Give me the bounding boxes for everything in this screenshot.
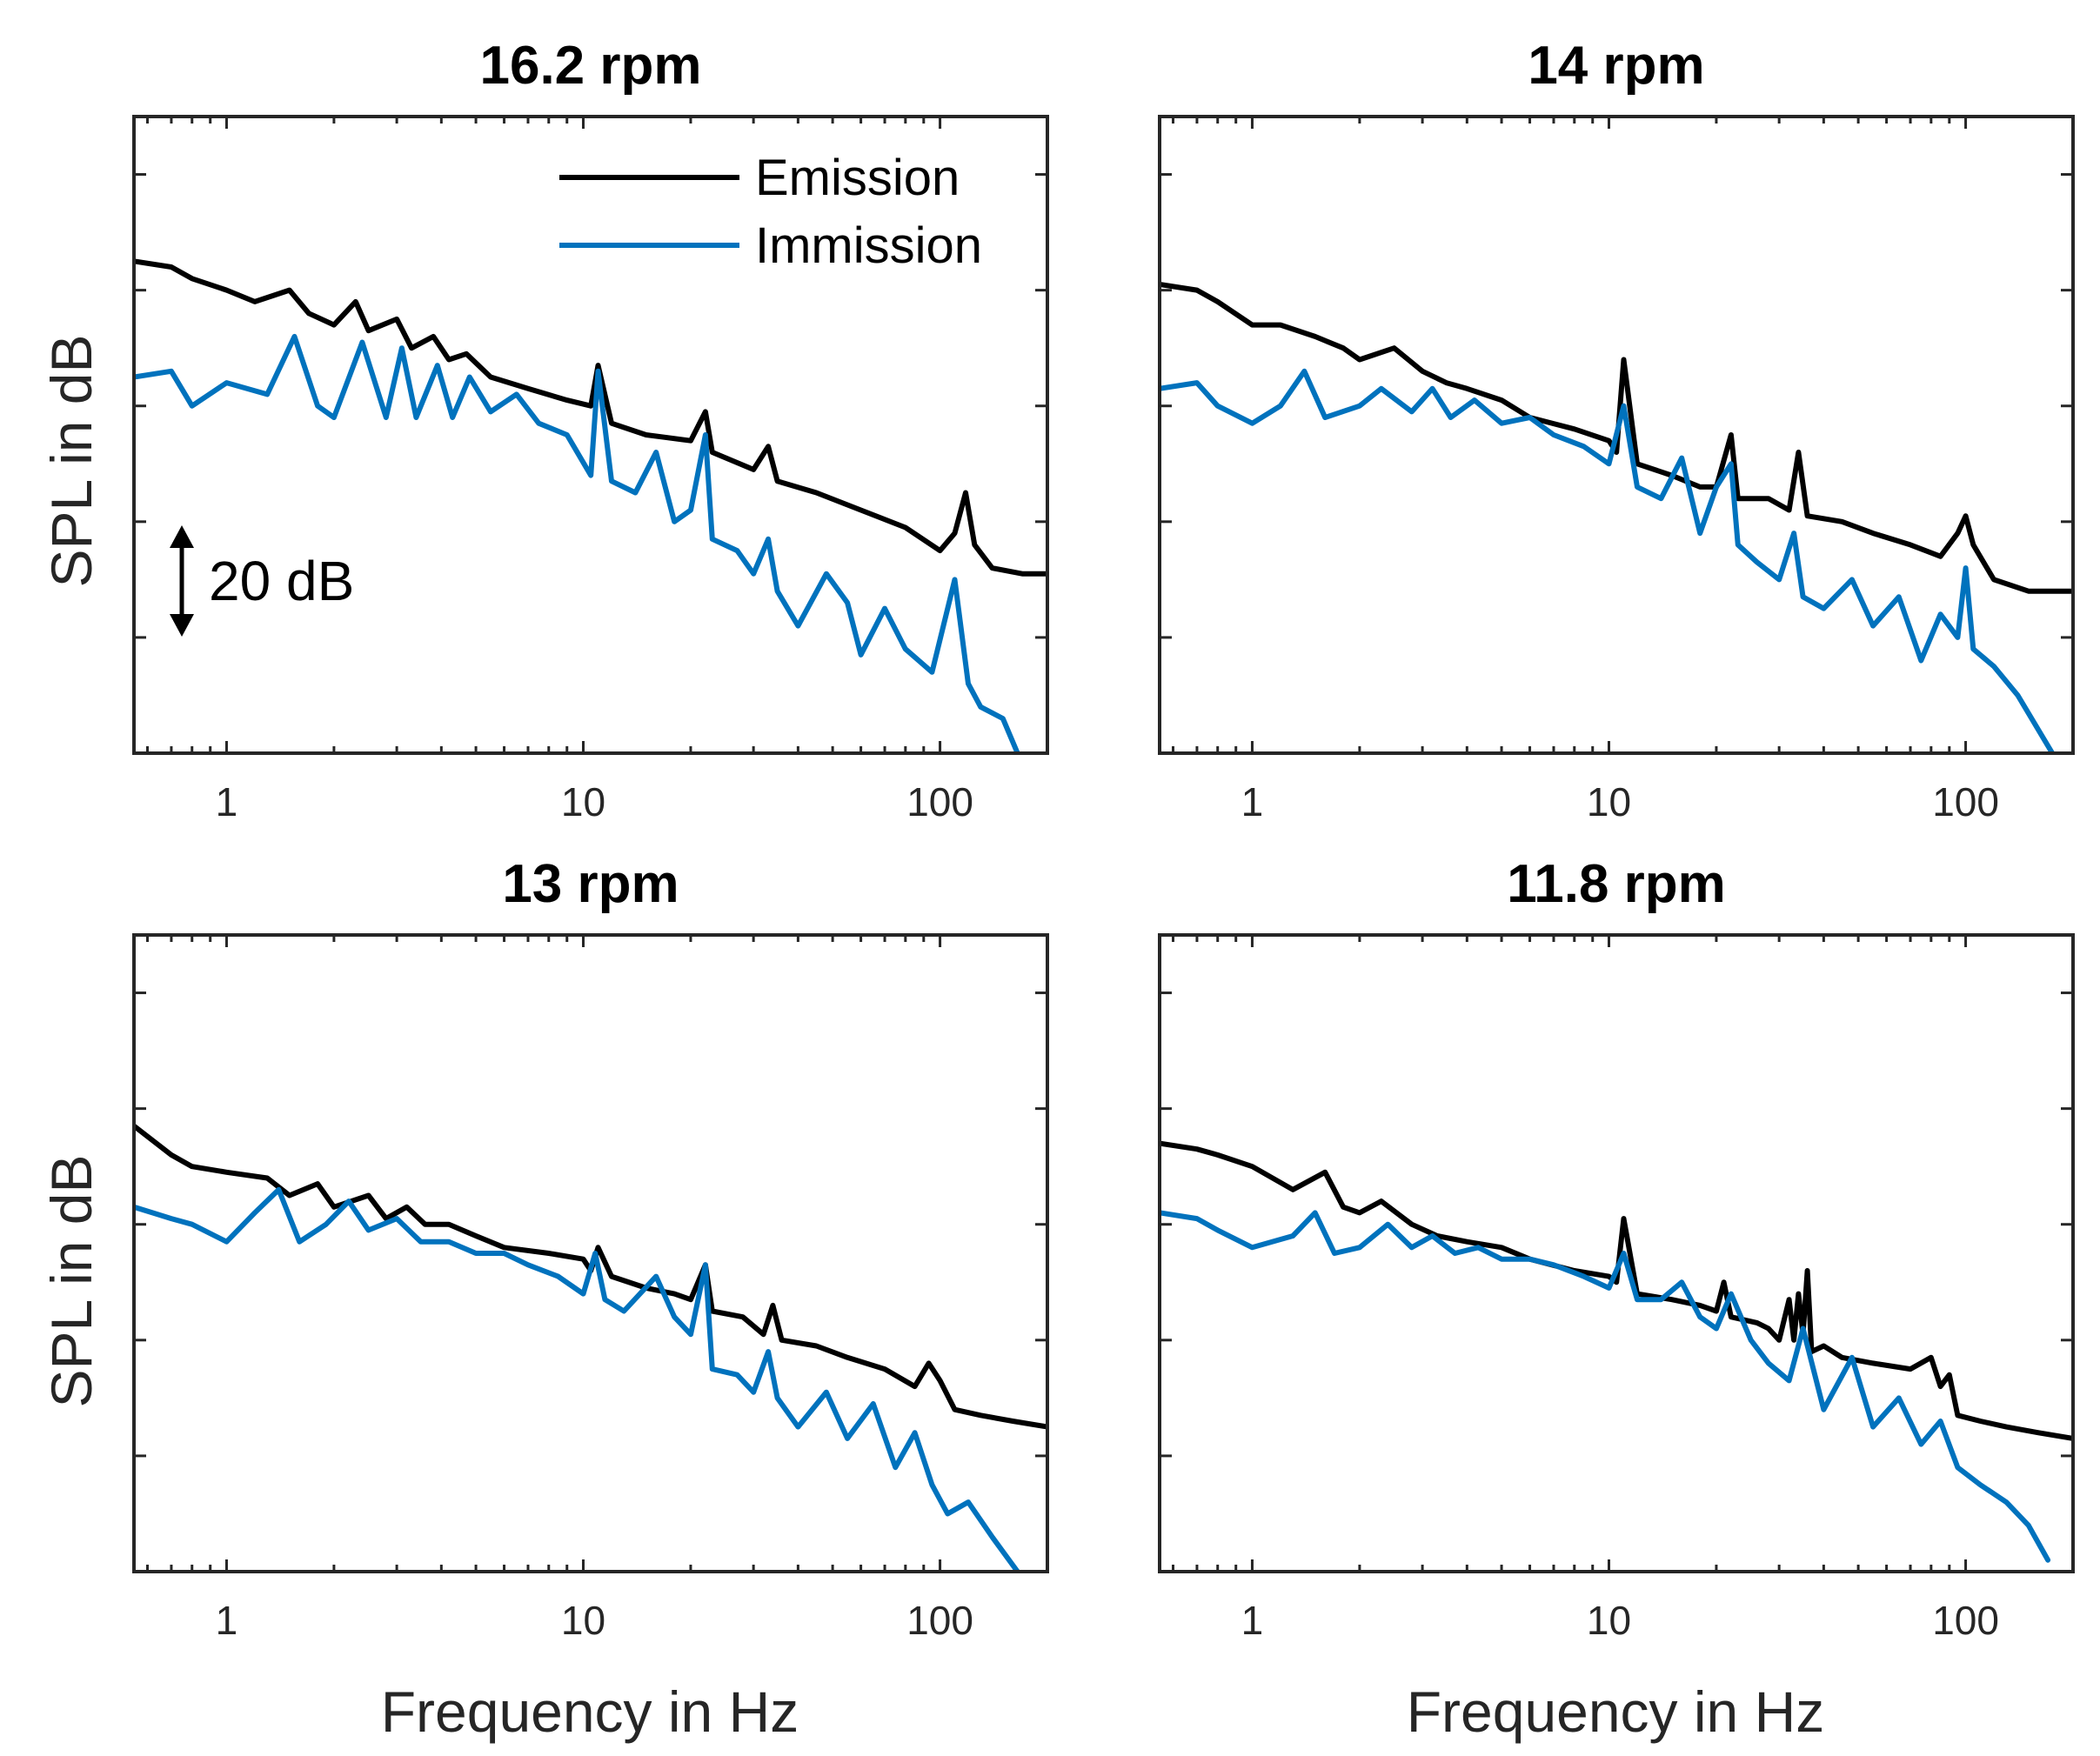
scale-bar: 20 dB — [170, 525, 354, 637]
panel-13-rpm: 13 rpm 1 10 100 — [132, 854, 1049, 1643]
scale-bar-arrowhead-up — [170, 525, 194, 548]
scale-bar-arrowhead-down — [170, 614, 194, 637]
series-line-immission — [1160, 1210, 2051, 1563]
legend-label-immission: Immission — [755, 217, 982, 274]
legend-label-emission: Emission — [755, 150, 960, 206]
panel-title: 16.2 rpm — [479, 36, 701, 96]
panel-title: 13 rpm — [502, 854, 679, 914]
plot-frame — [132, 115, 1049, 755]
panel-16-2-rpm: 16.2 rpm 1 10 100 — [132, 36, 1049, 825]
x-tick-label: 1 — [1241, 1598, 1264, 1643]
x-tick-label: 10 — [561, 779, 605, 825]
panel-11-8-rpm: 11.8 rpm 1 10 100 — [1158, 854, 2075, 1643]
plot-frame — [1158, 933, 2075, 1573]
panel-14-rpm: 14 rpm 1 10 100 — [1158, 36, 2075, 825]
panel-title: 11.8 rpm — [1507, 854, 1726, 914]
series-line-immission — [134, 333, 1020, 753]
series-line-emission — [1160, 282, 2073, 594]
x-tick-label: 100 — [1932, 779, 1999, 825]
x-tick-label: 10 — [1587, 779, 1631, 825]
x-axis-label-right: Frequency in Hz — [1407, 1679, 1825, 1744]
x-tick-label: 100 — [906, 1598, 973, 1643]
x-tick-label: 1 — [216, 1598, 238, 1643]
x-tick-label: 1 — [1241, 779, 1264, 825]
series-line-immission — [134, 1186, 1020, 1572]
y-axis-label-top: SPL in dB — [39, 334, 104, 587]
scale-bar-label: 20 dB — [209, 550, 354, 612]
plot-frame — [132, 933, 1049, 1573]
series-line-emission — [134, 258, 1047, 577]
x-axis-label-left: Frequency in Hz — [381, 1679, 799, 1744]
y-axis-label-bottom: SPL in dB — [39, 1154, 104, 1407]
series-line-immission — [1160, 368, 2056, 753]
x-tick-label: 100 — [906, 779, 973, 825]
panel-title: 14 rpm — [1528, 36, 1704, 96]
x-tick-label: 10 — [561, 1598, 605, 1643]
x-tick-label: 100 — [1932, 1598, 1999, 1643]
legend: Emission Immission — [559, 150, 982, 274]
plot-frame — [1158, 115, 2075, 755]
series-line-emission — [1160, 1140, 2073, 1441]
x-tick-label: 1 — [216, 779, 238, 825]
series-line-emission — [134, 1123, 1047, 1430]
x-tick-label: 10 — [1587, 1598, 1631, 1643]
